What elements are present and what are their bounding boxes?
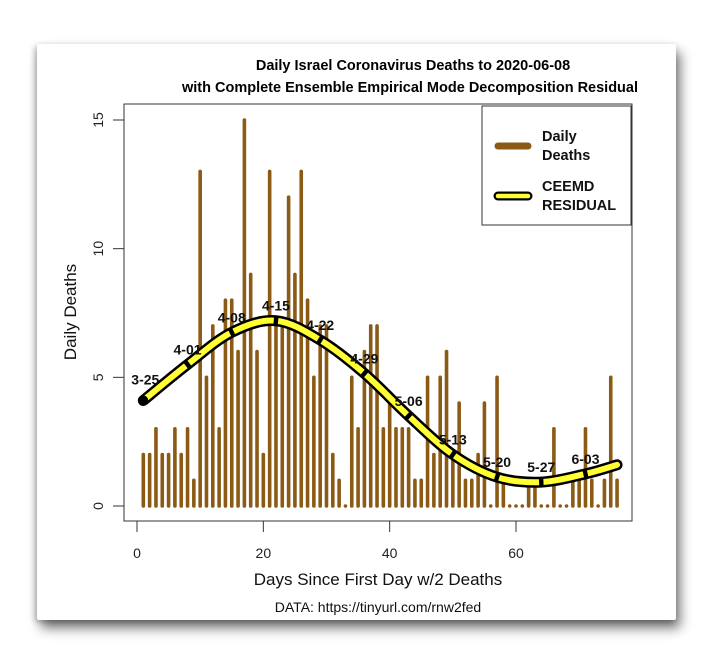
y-axis: 0 5 10 15 (90, 112, 125, 510)
point-label-5-27: 5-27 (527, 459, 555, 475)
residual-point-start (138, 395, 149, 406)
residual-point-4-08 (227, 327, 236, 338)
residual-point-5-20 (493, 472, 501, 483)
x-tick-label-20: 20 (256, 545, 272, 561)
y-tick-label-0: 0 (90, 502, 106, 510)
y-tick-label-5: 5 (90, 373, 106, 381)
residual-point-6-03 (582, 468, 589, 479)
y-tick-label-10: 10 (90, 241, 106, 257)
point-label-4-08: 4-08 (218, 309, 246, 325)
x-axis: 0 20 40 60 (133, 520, 524, 561)
chart-subtitle: with Complete Ensemble Empirical Mode De… (181, 80, 638, 96)
legend-box (481, 105, 632, 226)
residual-point-4-01 (183, 359, 193, 370)
bars-group (141, 118, 619, 508)
point-label-4-22: 4-22 (306, 317, 334, 333)
point-label-4-15: 4-15 (262, 298, 290, 314)
residual-group: 3-25 4-01 4-08 4-15 4-22 4-29 5-06 5-13 5-20 5-27… (131, 298, 623, 488)
point-label-4-29: 4-29 (350, 350, 378, 366)
residual-point-5-06 (403, 411, 414, 421)
residual-point-4-29 (359, 368, 370, 379)
point-label-5-06: 5-06 (395, 393, 423, 409)
x-tick-label-40: 40 (382, 545, 398, 561)
x-tick-label-0: 0 (133, 545, 141, 561)
legend-label-daily-deaths-1: Daily (542, 129, 577, 145)
residual-point-4-15 (273, 316, 279, 326)
legend-label-daily-deaths-2: Deaths (542, 148, 590, 164)
y-axis-label: Daily Deaths (61, 264, 80, 360)
x-axis-label: Days Since First Day w/2 Deaths (254, 570, 502, 589)
residual-point-4-22 (315, 335, 325, 346)
residual-line (140, 317, 621, 486)
point-label-4-01: 4-01 (174, 341, 202, 357)
legend: Daily Deaths CEEMD RESIDUAL (481, 105, 632, 226)
chart-title: Daily Israel Coronavirus Deaths to 2020-… (256, 58, 570, 74)
legend-label-residual-1: CEEMD (542, 179, 594, 195)
data-source: DATA: https://tinyurl.com/rnw2fed (275, 599, 481, 615)
residual-point-5-27 (538, 477, 544, 487)
x-tick-label-60: 60 (508, 545, 524, 561)
point-label-5-13: 5-13 (439, 432, 467, 448)
point-label-3-25: 3-25 (131, 371, 159, 387)
point-label-6-03: 6-03 (571, 451, 599, 467)
residual-point-5-13 (448, 449, 458, 460)
y-tick-label-15: 15 (90, 112, 106, 128)
point-label-5-20: 5-20 (483, 454, 511, 470)
legend-label-residual-2: RESIDUAL (542, 198, 616, 214)
